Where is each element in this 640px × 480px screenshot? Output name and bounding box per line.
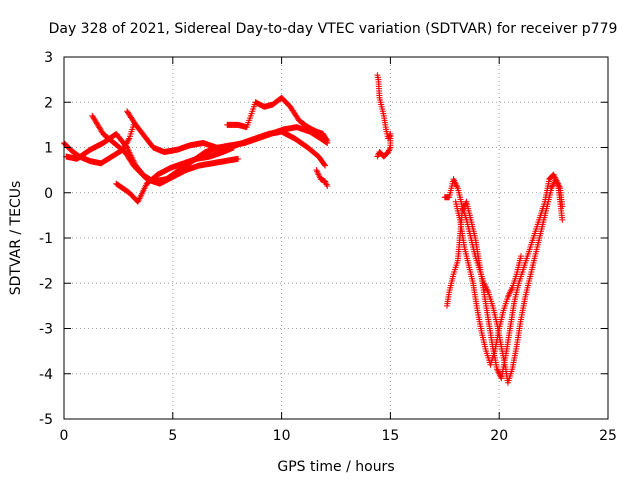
data-point bbox=[230, 144, 237, 151]
x-axis-label: GPS time / hours bbox=[277, 459, 394, 475]
x-tick-label: 0 bbox=[60, 428, 69, 444]
data-point bbox=[323, 136, 330, 143]
x-tick-label: 20 bbox=[490, 428, 508, 444]
data-point bbox=[374, 153, 381, 160]
grid-lines bbox=[64, 57, 608, 419]
y-tick-label: -4 bbox=[39, 367, 53, 383]
data-point bbox=[235, 155, 242, 162]
y-tick-label: 3 bbox=[44, 50, 53, 66]
chart-title: Day 328 of 2021, Sidereal Day-to-day VTE… bbox=[49, 21, 618, 37]
data-series bbox=[452, 198, 524, 368]
data-point bbox=[324, 182, 331, 189]
y-axis-label: SDTVAR / TECUs bbox=[8, 181, 24, 296]
data-series bbox=[224, 94, 331, 144]
x-tick-label: 15 bbox=[381, 428, 399, 444]
y-tick-label: 1 bbox=[44, 141, 53, 157]
data-point bbox=[322, 162, 329, 169]
y-tick-label: 2 bbox=[44, 95, 53, 111]
data-series bbox=[313, 167, 331, 189]
data-point bbox=[517, 253, 524, 260]
y-tick-label: -1 bbox=[39, 231, 53, 247]
data-series bbox=[61, 121, 137, 167]
data-point bbox=[324, 137, 331, 144]
data-point bbox=[321, 161, 328, 168]
axis-ticks: 0 5 10 15 20 25 -5 -4 -3 -2 -1 0 1 2 3 bbox=[39, 50, 617, 444]
data-series bbox=[124, 108, 329, 169]
x-tick-label: 10 bbox=[273, 428, 291, 444]
data-point bbox=[124, 137, 131, 144]
y-tick-label: 0 bbox=[44, 186, 53, 202]
data-point bbox=[559, 216, 566, 223]
data-series bbox=[441, 176, 566, 386]
x-tick-label: 5 bbox=[168, 428, 177, 444]
data-points bbox=[61, 72, 566, 386]
data-series bbox=[374, 72, 394, 160]
data-point bbox=[125, 136, 132, 143]
y-tick-label: -2 bbox=[39, 276, 53, 292]
y-tick-label: -3 bbox=[39, 322, 53, 338]
x-tick-label: 25 bbox=[599, 428, 617, 444]
y-tick-label: -5 bbox=[39, 412, 53, 428]
data-series bbox=[113, 144, 237, 205]
data-series bbox=[443, 171, 566, 382]
